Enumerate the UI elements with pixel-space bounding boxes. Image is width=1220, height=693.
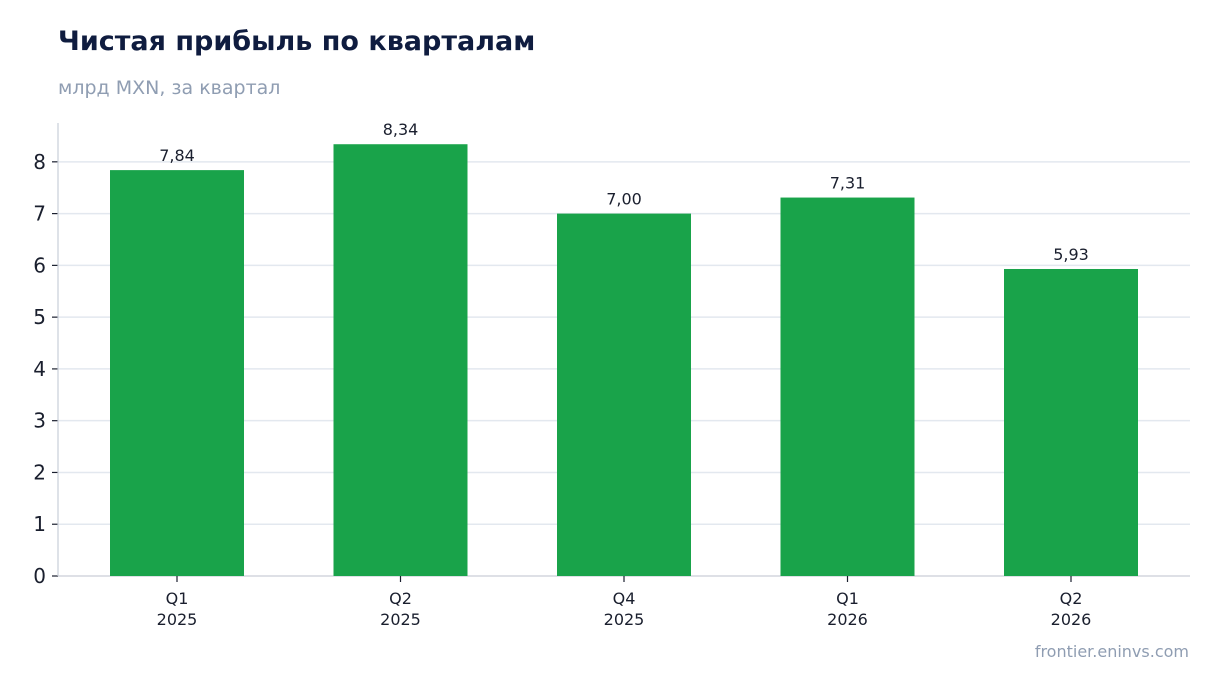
y-tick-label: 7 <box>33 202 46 226</box>
bar <box>780 197 915 577</box>
bar-value-label: 5,93 <box>1053 245 1089 264</box>
x-tick-label-quarter: Q2 <box>1060 589 1083 608</box>
axis-layer: 0 1 2 3 4 5 6 7 8 Q1 2025 Q2 2025 Q4 2025 Q1 2026 Q2 2026 <box>33 123 1190 629</box>
chart-subtitle: млрд MXN, за квартал <box>58 77 281 99</box>
y-tick-label: 6 <box>33 253 46 277</box>
bar-value-label: 8,34 <box>383 120 419 139</box>
y-tick-label: 1 <box>33 512 46 536</box>
x-tick-label-quarter: Q1 <box>166 589 189 608</box>
x-tick-label-quarter: Q4 <box>613 589 636 608</box>
y-tick-label: 3 <box>33 409 46 433</box>
bar-layer <box>110 144 1138 577</box>
x-tick-label-year: 2025 <box>157 610 198 629</box>
x-tick-label-year: 2025 <box>380 610 421 629</box>
source-credit: frontier.eninvs.com <box>1034 642 1189 661</box>
chart-title: Чистая прибыль по кварталам <box>58 26 536 57</box>
bar <box>110 170 244 576</box>
x-tick-label-quarter: Q1 <box>836 589 859 608</box>
y-tick-label: 2 <box>33 460 46 484</box>
x-tick-label-year: 2026 <box>827 610 868 629</box>
y-tick-label: 0 <box>33 564 46 588</box>
bar <box>557 213 691 576</box>
y-tick-label: 8 <box>33 150 46 174</box>
x-tick-label-year: 2026 <box>1051 610 1092 629</box>
label-layer: 7,84 8,34 7,00 7,31 5,93 <box>159 120 1089 264</box>
bar-value-label: 7,00 <box>606 190 642 209</box>
y-tick-label: 4 <box>33 357 46 381</box>
bar <box>1004 268 1138 576</box>
bar-value-label: 7,31 <box>830 174 866 193</box>
x-tick-label-quarter: Q2 <box>389 589 412 608</box>
bar <box>333 144 468 576</box>
y-tick-label: 5 <box>33 305 46 329</box>
x-tick-label-year: 2025 <box>604 610 645 629</box>
bar-value-label: 7,84 <box>159 146 195 165</box>
